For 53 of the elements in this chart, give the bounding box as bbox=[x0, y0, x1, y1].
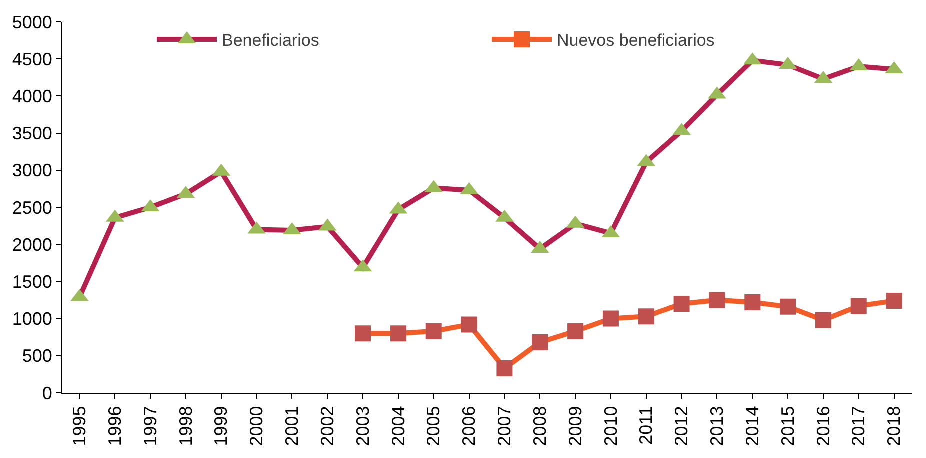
x-tick-label: 2015 bbox=[778, 406, 798, 446]
legend-label: Beneficiarios bbox=[222, 31, 320, 50]
x-tick-label: 2007 bbox=[494, 406, 515, 446]
y-tick-label: 4500 bbox=[12, 49, 52, 70]
point bbox=[532, 334, 548, 351]
point bbox=[886, 292, 902, 309]
x-tick-label: 2018 bbox=[884, 406, 904, 446]
x-tick-label: 2000 bbox=[246, 406, 267, 446]
point bbox=[461, 316, 478, 333]
x-tick-label: 2017 bbox=[848, 406, 869, 446]
x-tick-label: 1998 bbox=[176, 406, 196, 446]
x-tick-label: 2001 bbox=[282, 406, 302, 446]
x-tick-label: 2002 bbox=[317, 406, 338, 446]
x-tick-label: 2011 bbox=[636, 406, 656, 445]
point bbox=[850, 298, 867, 314]
point bbox=[568, 323, 584, 340]
x-tick-label: 2010 bbox=[600, 406, 621, 446]
x-tick-label: 2005 bbox=[424, 406, 444, 446]
point bbox=[390, 326, 406, 342]
x-tick-label: 1999 bbox=[211, 406, 232, 446]
x-tick-label: 2016 bbox=[813, 406, 834, 446]
point bbox=[355, 326, 372, 342]
x-tick-label: 1995 bbox=[70, 406, 90, 446]
x-tick-label: 2014 bbox=[742, 406, 762, 446]
y-tick-label: 0 bbox=[42, 383, 52, 404]
y-tick-label: 2000 bbox=[12, 234, 52, 255]
point bbox=[780, 298, 796, 315]
x-tick-label: 2004 bbox=[388, 406, 408, 446]
y-tick-label: 500 bbox=[22, 346, 52, 366]
y-tick-label: 3500 bbox=[12, 124, 52, 144]
x-tick-label: 1997 bbox=[140, 406, 160, 446]
x-tick-label: 2003 bbox=[352, 406, 373, 446]
point bbox=[426, 323, 442, 340]
y-tick-label: 1500 bbox=[12, 272, 52, 292]
y-tick-label: 4000 bbox=[12, 86, 52, 106]
point bbox=[674, 296, 690, 312]
point bbox=[496, 360, 513, 377]
point bbox=[744, 294, 761, 310]
point bbox=[638, 308, 654, 325]
y-tick-label: 1000 bbox=[12, 309, 52, 330]
point bbox=[709, 292, 726, 308]
point bbox=[815, 312, 832, 328]
x-tick-label: 1996 bbox=[104, 406, 125, 446]
y-tick-label: 5000 bbox=[12, 12, 52, 32]
x-tick-label: 2006 bbox=[459, 406, 480, 446]
x-tick-label: 2013 bbox=[707, 406, 728, 446]
y-tick-label: 3000 bbox=[12, 160, 52, 181]
legend-label: Nuevos beneficiarios bbox=[557, 31, 715, 50]
y-tick-label: 2500 bbox=[12, 198, 52, 218]
point bbox=[602, 310, 619, 327]
x-tick-label: 2009 bbox=[565, 406, 586, 446]
x-tick-label: 2008 bbox=[530, 406, 550, 446]
x-tick-label: 2012 bbox=[672, 406, 692, 446]
